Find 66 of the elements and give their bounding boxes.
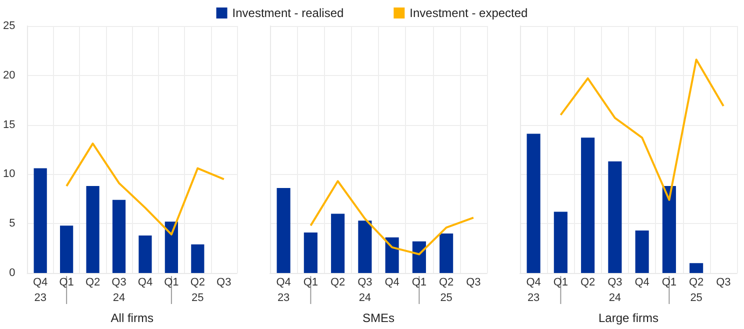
bar — [385, 237, 399, 273]
bar — [138, 235, 152, 273]
x-tick-label: Q2 — [580, 276, 596, 288]
x-tick-label: Q2 — [330, 276, 346, 288]
text: 25 — [192, 292, 204, 304]
x-tick-label: Q4 — [276, 276, 291, 288]
bar — [331, 214, 345, 273]
x-tick-label: Q2 — [688, 276, 704, 288]
text: 25 — [440, 292, 452, 304]
text: 25 — [690, 292, 702, 304]
x-tick-label: Q4 — [33, 276, 48, 288]
x-axis-title: All firms — [110, 311, 154, 325]
bar — [581, 138, 595, 273]
bar — [412, 241, 426, 273]
bar — [164, 222, 178, 273]
x-tick-label: Q4 — [384, 276, 400, 288]
x-tick-label: Q4 — [526, 276, 541, 288]
x-tick-label: Q2 — [438, 276, 454, 288]
x-tick-label: Q2 — [190, 276, 206, 288]
bar — [304, 232, 318, 273]
y-tick-label: 15 — [2, 118, 16, 131]
bar — [554, 212, 568, 273]
text: 23 — [34, 292, 46, 304]
bar — [662, 186, 676, 273]
bar — [34, 168, 47, 273]
bar — [358, 220, 372, 273]
x-tick-label: Q1 — [164, 276, 179, 288]
line-series — [66, 142, 225, 236]
x-axis-title: SMEs — [362, 311, 395, 325]
x-tick-label: Q3 — [608, 276, 622, 288]
x-tick-label: Q1 — [59, 276, 74, 288]
bar — [526, 134, 540, 273]
bar — [690, 263, 704, 273]
text: 24 — [112, 292, 126, 304]
text: 24 — [608, 292, 622, 304]
y-tick-label: 25 — [2, 20, 16, 32]
text: 23 — [527, 292, 540, 304]
y-tick-label: 0 — [9, 267, 16, 279]
x-tick-label: Q1 — [553, 276, 568, 288]
x-tick-label: Q4 — [138, 276, 153, 288]
bar — [440, 233, 454, 273]
text: 24 — [358, 292, 372, 304]
bar — [60, 226, 74, 273]
y-tick-label: 5 — [9, 218, 16, 230]
x-tick-label: Q3 — [466, 276, 481, 288]
x-tick-label: Q3 — [716, 276, 731, 288]
x-tick-label: Q1 — [662, 276, 677, 288]
x-tick-label: Q3 — [358, 276, 372, 288]
x-tick-label: Q1 — [412, 276, 427, 288]
text: 23 — [277, 292, 290, 304]
bar — [86, 186, 100, 273]
x-tick-label: Q2 — [85, 276, 100, 288]
bar — [276, 188, 290, 273]
x-tick-label: Q3 — [112, 276, 126, 288]
x-tick-label: Q3 — [216, 276, 232, 288]
legend-label: Investment - expected — [410, 6, 528, 20]
y-tick-label: 10 — [2, 168, 16, 180]
bar — [608, 161, 622, 273]
bar — [635, 230, 649, 273]
legend-label: Investment - realised — [232, 6, 344, 20]
x-tick-label: Q4 — [634, 276, 650, 288]
x-axis-title: Large firms — [598, 311, 659, 325]
x-tick-label: Q1 — [303, 276, 318, 288]
y-tick-label: 20 — [2, 69, 16, 82]
bar — [191, 244, 204, 273]
bar — [112, 200, 126, 273]
